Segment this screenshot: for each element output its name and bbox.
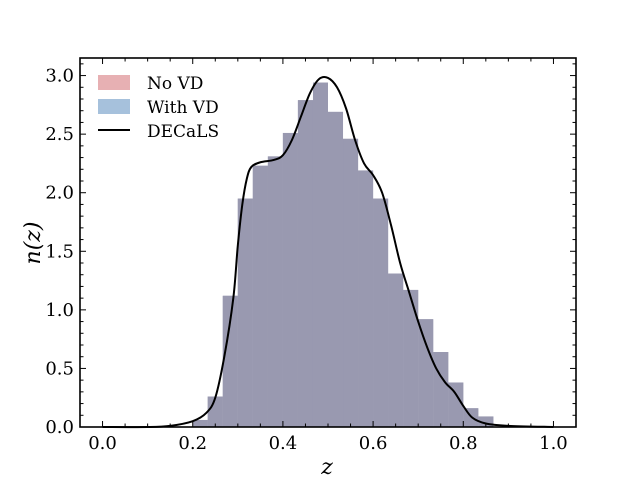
bar-with-vd-11: [358, 170, 374, 427]
legend-label-no-vd: No VD: [147, 74, 203, 94]
bar-with-vd-9: [328, 111, 344, 427]
x-tick-label: 0.0: [88, 433, 117, 454]
y-tick-label: 0.5: [45, 358, 74, 379]
bar-with-vd-1: [207, 396, 223, 427]
x-axis-label: z: [320, 455, 333, 480]
bar-with-vd-4: [252, 165, 268, 427]
y-axis: 0.0 0.5 1.0 1.5 2.0 2.5 3.0: [45, 63, 576, 438]
decals-curve-layer: [102, 76, 554, 429]
y-tick-label: 0.0: [45, 417, 74, 438]
y-axis-label: n(z): [21, 222, 46, 265]
bar-with-vd-7: [297, 100, 313, 428]
y-tick-label: 3.0: [45, 66, 74, 87]
x-axis: 0.0 0.2 0.4 0.6 0.8 1.0: [88, 58, 568, 454]
x-tick-label: 0.6: [359, 433, 388, 454]
x-tick-label: 0.2: [178, 433, 207, 454]
bar-with-vd-6: [282, 132, 298, 427]
x-tick-label: 0.4: [269, 433, 298, 454]
legend-swatch-no-vd: [98, 75, 130, 90]
y-tick-label: 2.5: [45, 124, 74, 145]
bar-with-vd-17: [448, 382, 464, 427]
legend-label-with-vd: With VD: [147, 98, 219, 118]
bar-with-vd-15: [418, 319, 434, 427]
bar-with-vd-5: [267, 156, 283, 427]
bar-with-vd-19: [478, 416, 494, 427]
y-tick-label: 1.5: [45, 241, 74, 262]
histogram-bars: [192, 82, 494, 428]
legend: No VD With VD DECaLS: [98, 74, 219, 142]
bar-with-vd-12: [373, 198, 389, 427]
bar-with-vd-2: [222, 295, 238, 427]
legend-swatch-with-vd: [98, 99, 130, 114]
y-tick-label: 1.0: [45, 300, 74, 321]
bar-with-vd-16: [433, 352, 449, 427]
bar-with-vd-3: [237, 198, 253, 427]
bar-with-vd-0: [192, 419, 208, 427]
decals-line: [102, 76, 554, 429]
x-tick-label: 1.0: [539, 433, 568, 454]
bar-with-vd-14: [403, 289, 419, 427]
legend-label-decals: DECaLS: [147, 122, 219, 142]
y-tick-label: 2.0: [45, 183, 74, 204]
bar-with-vd-8: [312, 82, 328, 427]
x-tick-label: 0.8: [449, 433, 478, 454]
bar-with-vd-13: [388, 273, 404, 427]
bar-with-vd-10: [343, 138, 359, 428]
